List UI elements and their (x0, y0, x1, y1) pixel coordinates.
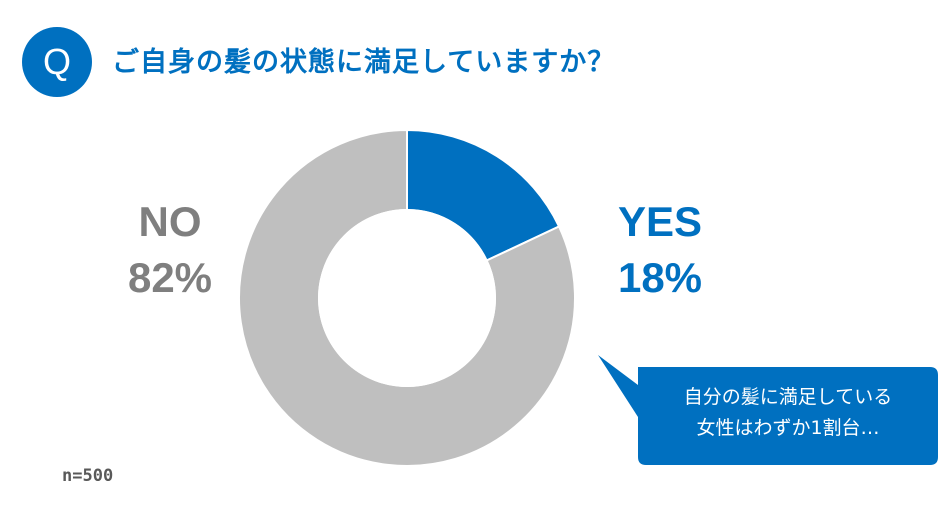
sample-size: n=500 (62, 466, 114, 486)
slice-label-no: NO 82% (100, 194, 240, 306)
callout-text: 自分の髪に満足している 女性はわずか1割台… (638, 382, 938, 444)
slice-label-no-name: NO (138, 198, 202, 245)
callout-line-1: 自分の髪に満足している (683, 386, 893, 408)
callout-line-2: 女性はわずか1割台… (696, 417, 880, 439)
slice-label-yes-value: 18% (617, 254, 703, 301)
question-title: ご自身の髪の状態に満足していますか？ (112, 47, 616, 78)
slice-label-yes: YES 18% (585, 194, 735, 306)
slice-label-no-value: 82% (127, 254, 213, 301)
donut-hole (318, 209, 496, 387)
question-badge-label: Q (42, 41, 71, 82)
slice-label-yes-name: YES (617, 198, 703, 245)
callout-bubble (598, 355, 938, 465)
question-badge: Q (22, 27, 92, 97)
